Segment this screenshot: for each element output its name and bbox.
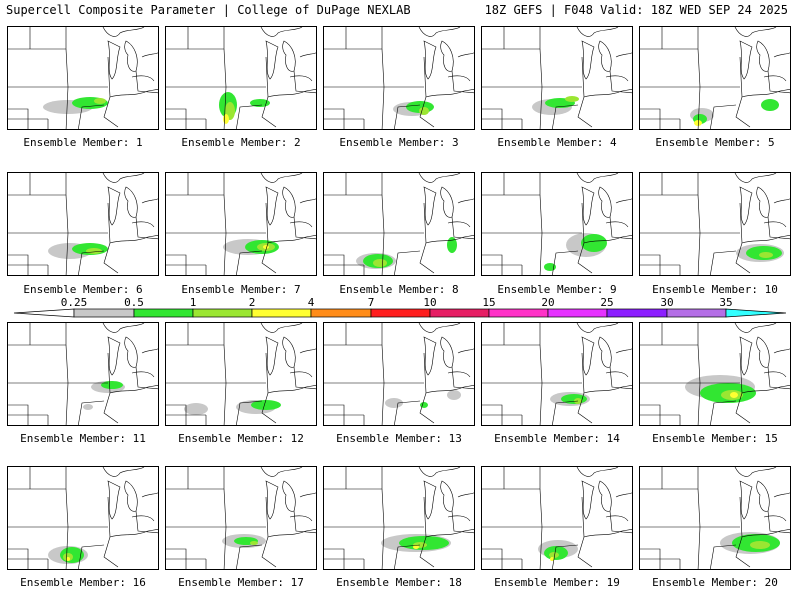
colorbar-tick-label: 4: [307, 296, 315, 309]
colorbar-tick-label: 10: [423, 296, 437, 309]
ensemble-member-label: Ensemble Member: 9: [497, 283, 617, 296]
member-map-svg: [324, 27, 474, 129]
colorbar-segment-3: [251, 308, 312, 318]
ensemble-member-map-14: [481, 322, 633, 426]
ensemble-member-label: Ensemble Member: 1: [23, 136, 143, 149]
member-map-svg: [640, 173, 790, 275]
ensemble-member-label: Ensemble Member: 20: [652, 576, 778, 589]
colorbar-tick-label: 0.5: [124, 296, 144, 309]
ensemble-member-label: Ensemble Member: 19: [494, 576, 620, 589]
ensemble-member-map-17: [165, 466, 317, 570]
member-map-svg: [8, 323, 158, 425]
colorbar-segment-11: [725, 308, 787, 318]
ensemble-member-map-3: [323, 26, 475, 130]
colorbar-segment-1: [133, 308, 194, 318]
member-map-svg: [482, 173, 632, 275]
ensemble-member-label: Ensemble Member: 3: [339, 136, 459, 149]
ensemble-member-label: Ensemble Member: 13: [336, 432, 462, 445]
ensemble-member-map-1: [7, 26, 159, 130]
ensemble-member-map-11: [7, 322, 159, 426]
ensemble-member-label: Ensemble Member: 15: [652, 432, 778, 445]
member-map-svg: [8, 467, 158, 569]
ensemble-member-label: Ensemble Member: 6: [23, 283, 143, 296]
ensemble-member-map-15: [639, 322, 791, 426]
colorbar-segment-8: [547, 308, 608, 318]
colorbar-tick-label: 0.25: [60, 296, 88, 309]
member-map-svg: [640, 467, 790, 569]
colorbar-left-arrow: [13, 308, 75, 318]
member-map-svg: [166, 467, 316, 569]
ensemble-member-label: Ensemble Member: 5: [655, 136, 775, 149]
colorbar-segment-5: [370, 308, 431, 318]
colorbar-tick-label: 15: [482, 296, 496, 309]
member-map-svg: [482, 27, 632, 129]
member-map-svg: [482, 467, 632, 569]
colorbar-tick-label: 20: [541, 296, 555, 309]
ensemble-member-map-2: [165, 26, 317, 130]
member-map-svg: [166, 27, 316, 129]
ensemble-member-label: Ensemble Member: 11: [20, 432, 146, 445]
colorbar-segment-9: [606, 308, 668, 318]
ensemble-member-map-10: [639, 172, 791, 276]
colorbar-tick-label: 7: [367, 296, 375, 309]
colorbar-segment-4: [310, 308, 372, 318]
ensemble-member-label: Ensemble Member: 8: [339, 283, 459, 296]
ensemble-member-map-13: [323, 322, 475, 426]
ensemble-member-label: Ensemble Member: 10: [652, 283, 778, 296]
ensemble-member-label: Ensemble Member: 2: [181, 136, 301, 149]
ensemble-member-map-8: [323, 172, 475, 276]
member-map-svg: [324, 467, 474, 569]
member-map-svg: [8, 27, 158, 129]
ensemble-member-label: Ensemble Member: 17: [178, 576, 304, 589]
ensemble-member-label: Ensemble Member: 16: [20, 576, 146, 589]
ensemble-member-map-5: [639, 26, 791, 130]
colorbar-segment-7: [488, 308, 549, 318]
member-map-svg: [166, 323, 316, 425]
colorbar: [13, 308, 787, 318]
ensemble-member-map-16: [7, 466, 159, 570]
ensemble-member-map-20: [639, 466, 791, 570]
colorbar-tick-label: 2: [248, 296, 256, 309]
member-map-svg: [482, 323, 632, 425]
ensemble-member-map-6: [7, 172, 159, 276]
colorbar-tick-label: 30: [660, 296, 674, 309]
ensemble-member-map-9: [481, 172, 633, 276]
ensemble-member-label: Ensemble Member: 18: [336, 576, 462, 589]
member-map-svg: [8, 173, 158, 275]
colorbar-tick-label: 25: [600, 296, 614, 309]
ensemble-member-label: Ensemble Member: 14: [494, 432, 620, 445]
member-map-svg: [640, 27, 790, 129]
title-left: Supercell Composite Parameter | College …: [6, 3, 411, 17]
member-map-svg: [166, 173, 316, 275]
colorbar-segment-0: [73, 308, 135, 318]
ensemble-member-map-12: [165, 322, 317, 426]
colorbar-tick-label: 35: [719, 296, 733, 309]
colorbar-tick-label: 1: [189, 296, 197, 309]
member-map-svg: [640, 323, 790, 425]
colorbar-segment-6: [429, 308, 490, 318]
ensemble-member-map-4: [481, 26, 633, 130]
ensemble-member-map-19: [481, 466, 633, 570]
ensemble-member-label: Ensemble Member: 7: [181, 283, 301, 296]
member-map-svg: [324, 323, 474, 425]
ensemble-member-map-18: [323, 466, 475, 570]
title-right: 18Z GEFS | F048 Valid: 18Z WED SEP 24 20…: [484, 3, 788, 17]
colorbar-segment-2: [192, 308, 253, 318]
colorbar-segment-10: [666, 308, 727, 318]
ensemble-member-map-7: [165, 172, 317, 276]
member-map-svg: [324, 173, 474, 275]
ensemble-member-label: Ensemble Member: 12: [178, 432, 304, 445]
ensemble-member-label: Ensemble Member: 4: [497, 136, 617, 149]
